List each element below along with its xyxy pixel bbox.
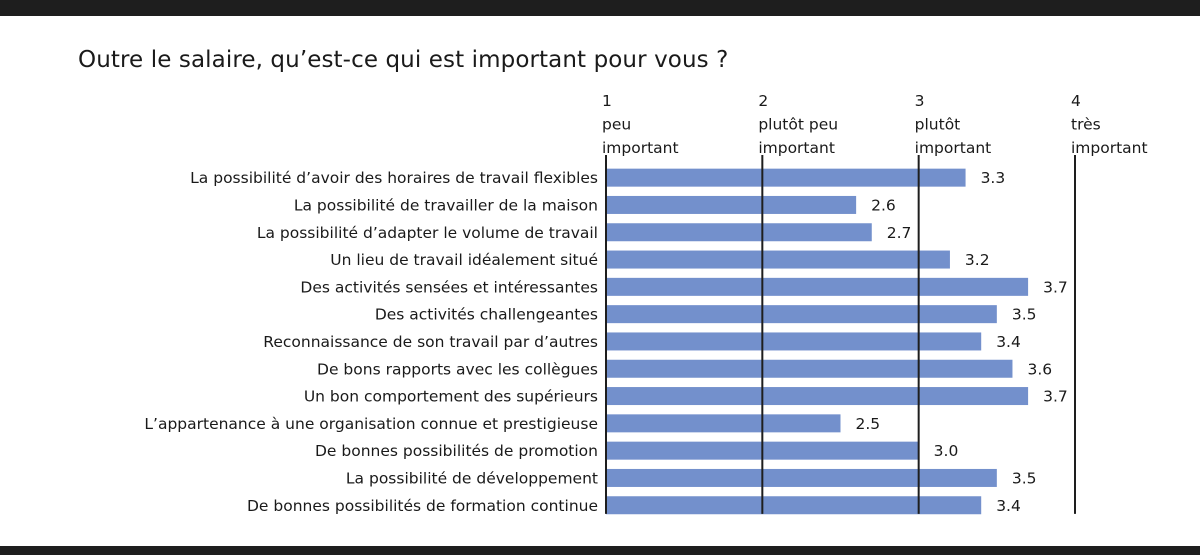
bar [606, 496, 982, 515]
bar [606, 359, 1013, 378]
tick-label: 2 [758, 92, 768, 110]
value-label: 3.7 [1043, 388, 1068, 406]
tick-label: 1 [602, 92, 612, 110]
category-label: De bonnes possibilités de promotion [315, 442, 598, 460]
category-label: Des activités challengeantes [375, 306, 598, 324]
value-label: 3.5 [1012, 306, 1037, 324]
category-label: L’appartenance à une organisation connue… [144, 415, 598, 433]
category-label: De bonnes possibilités de formation cont… [247, 497, 598, 515]
category-label: La possibilité de travailler de la maiso… [294, 196, 598, 214]
category-label: Un bon comportement des supérieurs [304, 388, 598, 406]
bar [606, 414, 841, 433]
tick-label: important [1071, 139, 1148, 157]
value-label: 3.4 [996, 333, 1021, 351]
bar [606, 277, 1029, 296]
bar [606, 250, 950, 269]
category-label: Un lieu de travail idéalement situé [330, 251, 598, 269]
bar [606, 168, 966, 187]
category-label: La possibilité d’adapter le volume de tr… [257, 224, 598, 242]
bar [606, 305, 997, 324]
bar [606, 223, 872, 242]
category-label: Des activités sensées et intéressantes [300, 278, 598, 296]
bottom-border-bar [0, 546, 1200, 555]
value-label: 3.2 [965, 251, 990, 269]
value-label: 3.3 [981, 169, 1006, 187]
value-label: 2.7 [887, 224, 912, 242]
category-label: Reconnaissance de son travail par d’autr… [263, 333, 598, 351]
top-border-bar [0, 0, 1200, 16]
value-label: 3.7 [1043, 278, 1068, 296]
chart-title: Outre le salaire, qu’est-ce qui est impo… [78, 47, 729, 73]
bar [606, 387, 1029, 406]
bar [606, 332, 982, 351]
tick-label: très [1071, 116, 1101, 134]
tick-label: plutôt [915, 116, 961, 134]
category-label: La possibilité de développement [346, 469, 598, 487]
value-label: 2.6 [871, 196, 896, 214]
bar [606, 468, 997, 487]
value-label: 2.5 [856, 415, 881, 433]
tick-label: 4 [1071, 92, 1081, 110]
category-label: La possibilité d’avoir des horaires de t… [190, 169, 598, 187]
value-label: 3.0 [934, 442, 959, 460]
tick-label: important [915, 139, 992, 157]
value-label: 3.6 [1027, 360, 1052, 378]
bar [606, 195, 857, 214]
value-label: 3.5 [1012, 469, 1037, 487]
tick-label: important [758, 139, 835, 157]
tick-label: plutôt peu [758, 116, 838, 134]
tick-label: 3 [915, 92, 925, 110]
tick-label: peu [602, 116, 631, 134]
value-label: 3.4 [996, 497, 1021, 515]
tick-label: important [602, 139, 679, 157]
category-label: De bons rapports avec les collègues [317, 360, 598, 378]
